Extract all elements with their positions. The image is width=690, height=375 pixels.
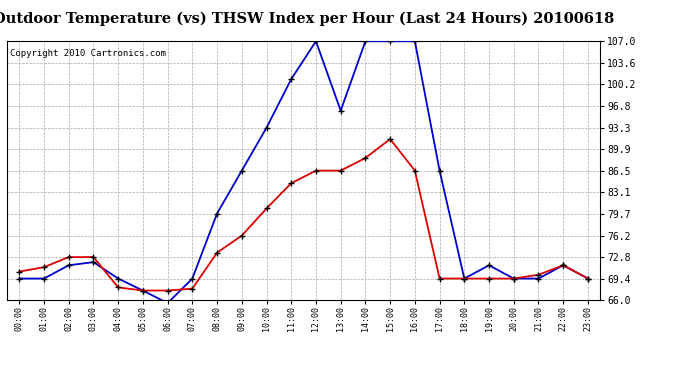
Text: Outdoor Temperature (vs) THSW Index per Hour (Last 24 Hours) 20100618: Outdoor Temperature (vs) THSW Index per …	[0, 11, 614, 26]
Text: Copyright 2010 Cartronics.com: Copyright 2010 Cartronics.com	[10, 49, 166, 58]
